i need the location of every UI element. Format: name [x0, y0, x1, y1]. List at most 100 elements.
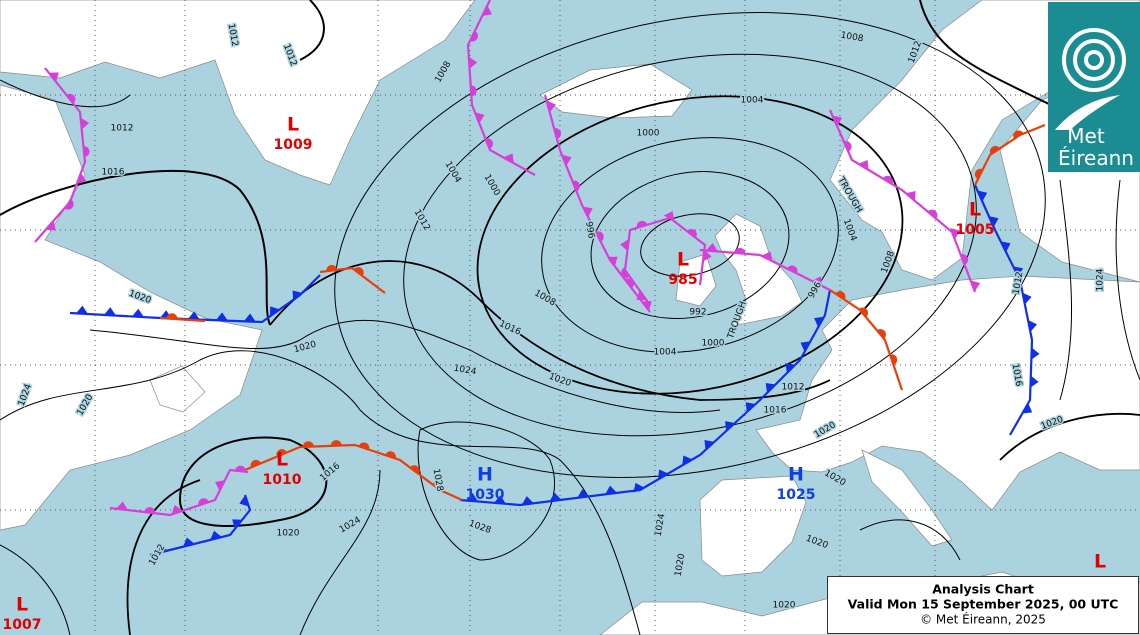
front-symbol	[171, 505, 183, 515]
front-symbol	[474, 112, 485, 124]
pressure-centre-type: H	[788, 464, 804, 486]
land	[699, 475, 807, 577]
front-symbol	[561, 154, 572, 166]
pressure-centre-type: L	[276, 449, 288, 471]
front-symbol	[876, 329, 886, 339]
front-symbol	[577, 489, 590, 498]
front-symbol	[75, 305, 88, 314]
front-symbol	[166, 313, 178, 320]
front-symbol	[326, 265, 338, 272]
land	[149, 365, 206, 413]
land	[0, 0, 476, 186]
pressure-centre-value: 1005	[956, 222, 995, 238]
isobar	[299, 0, 325, 61]
front-symbol	[468, 56, 478, 69]
front-symbol	[358, 442, 370, 450]
front-symbol	[302, 441, 314, 447]
front-symbol	[974, 168, 983, 180]
front-symbol	[785, 363, 796, 374]
front-symbol	[155, 544, 168, 554]
isobar	[334, 12, 1046, 478]
front-symbol	[493, 495, 506, 504]
front-symbol	[1031, 347, 1040, 360]
front-symbol	[595, 231, 604, 242]
front-symbol	[765, 383, 776, 393]
logo-ring	[1073, 39, 1115, 81]
caption-background	[827, 576, 1139, 634]
front-symbol	[66, 93, 76, 104]
isobar	[0, 544, 71, 635]
front-symbol	[292, 290, 303, 301]
front-symbol	[787, 265, 798, 274]
front-symbol	[686, 228, 697, 238]
front-symbol	[705, 243, 718, 252]
front-symbol	[235, 465, 247, 472]
front-symbol	[702, 249, 712, 262]
front-symbol	[409, 465, 420, 475]
front-symbol	[1030, 375, 1039, 388]
front-symbol	[482, 5, 492, 17]
front-symbol	[572, 180, 580, 192]
isobar	[178, 436, 328, 527]
front-symbol	[330, 440, 342, 446]
caption-box: Analysis Chart Valid Mon 15 September 20…	[827, 576, 1139, 634]
front-symbol	[187, 311, 200, 320]
front-symbol	[582, 206, 593, 218]
front-symbol	[843, 141, 852, 152]
front-symbol	[546, 100, 556, 113]
isobar	[640, 213, 740, 277]
caption-title: Analysis Chart	[932, 582, 1034, 597]
caption-valid: Valid Mon 15 September 2025, 00 UTC	[848, 597, 1119, 612]
front-symbol	[1028, 320, 1038, 332]
front-symbol	[45, 220, 56, 231]
front-symbol	[858, 160, 869, 170]
front-symbol	[549, 492, 562, 502]
front-symbol	[198, 498, 209, 506]
front-symbol	[761, 251, 773, 262]
front-symbol	[131, 308, 144, 318]
logo: Met Éireann	[1048, 2, 1140, 172]
isobar-label: 1012	[782, 383, 805, 393]
front-symbol	[80, 117, 90, 130]
front-symbol	[144, 507, 156, 514]
cold-front	[69, 274, 321, 324]
front-symbol	[734, 247, 746, 254]
logo-text: Éireann	[1058, 146, 1134, 170]
front-symbol	[704, 440, 715, 451]
isobar	[1115, 179, 1140, 381]
front-symbol	[882, 175, 893, 185]
front-symbol	[682, 455, 693, 466]
pressure-centre-type: H	[477, 464, 493, 486]
isobar	[0, 169, 271, 326]
front-symbol	[1013, 266, 1024, 278]
front-symbol	[989, 145, 1000, 155]
front-symbol	[970, 280, 981, 292]
front-symbol	[1022, 292, 1032, 305]
land	[675, 253, 717, 307]
isobar	[476, 95, 904, 395]
caption-copyright: © Met Éireann, 2025	[920, 612, 1046, 627]
pressure-centre-value: 1030	[466, 487, 505, 503]
occ-front	[699, 248, 831, 291]
front-symbol	[905, 190, 916, 201]
isobar-label: 1000	[637, 129, 660, 139]
front-symbol	[605, 485, 618, 495]
front-symbol	[215, 480, 225, 491]
front-symbol	[832, 115, 843, 127]
occ-front	[623, 216, 707, 306]
front-symbol	[1000, 241, 1011, 253]
isobar	[299, 469, 381, 635]
pressure-centre-value: 1025	[777, 487, 816, 503]
front-symbol	[385, 451, 396, 459]
front-symbol	[950, 228, 961, 240]
isobar-label: 996	[583, 221, 596, 240]
front-symbol	[835, 291, 846, 300]
pressure-centre-type: L	[969, 199, 981, 221]
front-symbol	[636, 290, 647, 301]
front-symbol	[239, 495, 249, 507]
logo-text: Met	[1067, 124, 1105, 148]
front-symbol	[432, 482, 443, 491]
isobar-label: 1016	[102, 168, 125, 178]
front-symbol	[1013, 130, 1024, 139]
front-symbol	[470, 85, 477, 97]
